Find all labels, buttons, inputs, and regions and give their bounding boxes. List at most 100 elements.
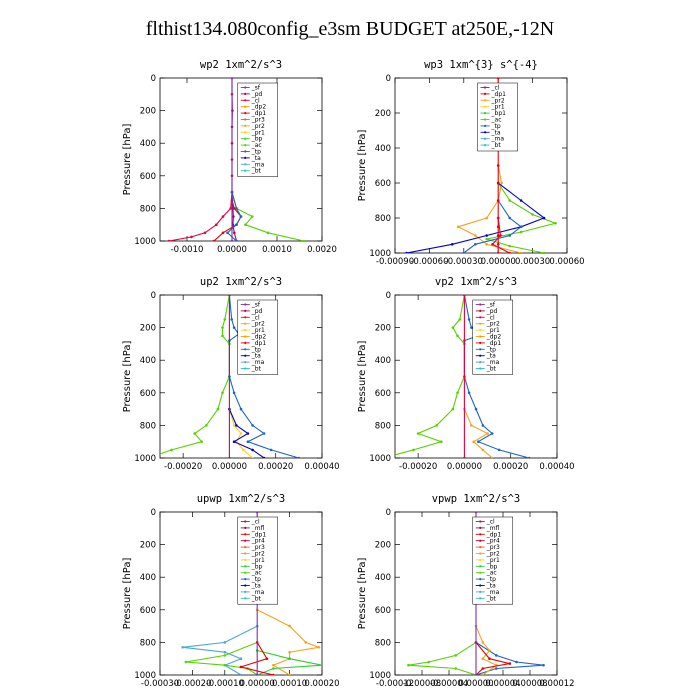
series-line xyxy=(463,408,493,458)
y-tick-label: 600 xyxy=(140,389,156,399)
data-point xyxy=(221,231,225,235)
legend-marker xyxy=(244,565,247,568)
data-point xyxy=(500,181,503,185)
data-point xyxy=(226,231,229,235)
x-tick-label: -0.00004 xyxy=(430,679,468,689)
x-tick-label: 0.00000 xyxy=(458,679,493,689)
panel-3: up2 1xm^2/s^3 0 200 400 600 800 1000 -0.00020 0.… xyxy=(122,276,340,472)
data-point xyxy=(508,234,512,237)
legend-label: _dp2 xyxy=(486,334,502,341)
legend-marker xyxy=(244,169,247,172)
data-point xyxy=(463,295,466,297)
legend-marker xyxy=(479,546,482,549)
data-point xyxy=(216,407,220,411)
x-tick-label: 0.00040 xyxy=(304,462,339,472)
panel-1: wp2 1xm^2/s^3 0 200 400 600 800 1000 -0.0010 0.0… xyxy=(122,59,337,255)
y-tick-label: 1000 xyxy=(369,454,391,464)
x-tick-label: 0.00000 xyxy=(481,257,516,267)
legend-marker xyxy=(244,86,247,89)
legend-label: _pr3 xyxy=(251,117,265,124)
data-point xyxy=(232,326,236,329)
data-point xyxy=(490,432,494,435)
legend-marker xyxy=(244,341,247,344)
data-point xyxy=(288,657,291,660)
data-point xyxy=(232,424,236,427)
plot-frame xyxy=(394,77,568,254)
legend-marker xyxy=(244,335,247,338)
legend-marker xyxy=(244,361,247,364)
legend-label: _cl xyxy=(251,519,260,526)
legend-label: _bp1 xyxy=(491,110,507,117)
legend-marker xyxy=(244,584,247,587)
data-point xyxy=(463,456,466,458)
legend-label: _pr2 xyxy=(486,551,500,558)
data-point xyxy=(251,215,254,218)
plot-frame xyxy=(159,77,323,242)
data-point xyxy=(405,251,408,253)
data-point xyxy=(451,326,455,329)
data-point xyxy=(486,432,489,435)
data-point xyxy=(255,512,259,514)
data-point xyxy=(496,243,500,246)
legend-marker xyxy=(479,571,482,574)
legend-marker xyxy=(483,105,487,108)
data-point xyxy=(454,654,458,657)
data-point xyxy=(288,650,291,654)
x-tick-label: 0.00020 xyxy=(258,462,293,472)
data-point xyxy=(228,456,231,458)
legend-label: _ac xyxy=(251,570,262,577)
y-tick-label: 200 xyxy=(140,324,156,334)
data-point xyxy=(239,432,243,435)
data-point xyxy=(499,234,502,237)
legend-marker xyxy=(244,150,247,153)
series-line xyxy=(456,165,522,253)
data-point xyxy=(221,334,224,338)
x-tick-label: -0.00020 xyxy=(164,462,202,472)
y-tick-label: 800 xyxy=(140,204,156,214)
legend-label: _ac xyxy=(491,117,502,124)
data-point xyxy=(170,448,173,452)
data-point xyxy=(223,663,227,667)
data-point xyxy=(205,424,208,427)
x-tick-label: -0.00060 xyxy=(410,257,448,267)
data-point xyxy=(181,646,184,649)
x-tick-label: -0.00020 xyxy=(173,679,211,689)
series-line xyxy=(395,295,465,456)
data-point xyxy=(470,326,473,329)
legend-label: _pr2 xyxy=(251,321,265,328)
data-point xyxy=(485,234,489,237)
legend-marker xyxy=(479,329,482,332)
y-tick-label: 400 xyxy=(375,573,391,583)
data-point xyxy=(251,448,254,452)
legend-label: _bp xyxy=(251,136,263,143)
legend-marker xyxy=(483,124,487,127)
data-point xyxy=(481,641,485,644)
y-axis-label: Pressure [hPa] xyxy=(357,558,368,630)
legend-label: _dp2 xyxy=(251,104,267,111)
legend-marker xyxy=(244,571,247,574)
data-point xyxy=(269,448,273,452)
x-tick-label: 0.00040 xyxy=(539,462,574,472)
legend-marker xyxy=(479,526,482,530)
y-tick-label: 1000 xyxy=(369,249,391,259)
y-tick-label: 1000 xyxy=(369,671,391,681)
data-point xyxy=(266,231,270,235)
legend-marker xyxy=(244,303,247,306)
series-line xyxy=(185,641,258,675)
data-point xyxy=(542,663,545,667)
data-point xyxy=(542,251,546,253)
data-point xyxy=(255,673,259,675)
data-point xyxy=(407,663,410,667)
legend-label: _pr4 xyxy=(486,538,500,545)
legend-marker xyxy=(479,552,482,555)
legend-label: _ta xyxy=(486,353,496,360)
data-point xyxy=(495,667,498,670)
legend-marker xyxy=(479,578,482,581)
data-point xyxy=(488,649,491,652)
y-tick-label: 800 xyxy=(375,214,391,224)
y-axis-label: Pressure [hPa] xyxy=(122,124,133,196)
legend-box xyxy=(237,82,279,177)
data-point xyxy=(496,234,500,237)
legend-label: _ma xyxy=(491,136,505,143)
legend-marker xyxy=(244,309,247,312)
